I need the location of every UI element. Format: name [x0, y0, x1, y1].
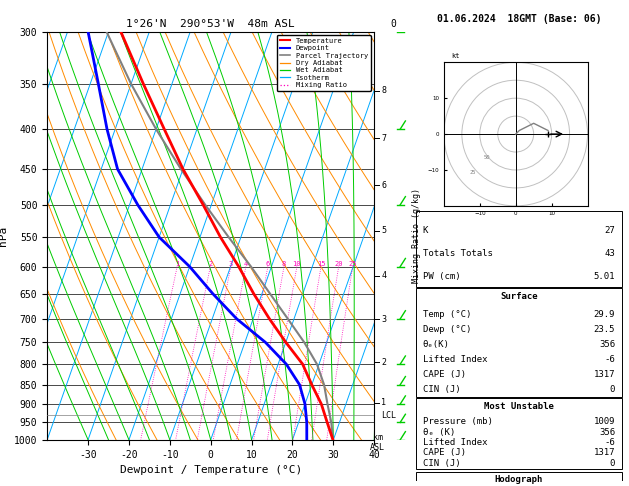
Text: Totals Totals: Totals Totals: [423, 249, 493, 258]
X-axis label: Dewpoint / Temperature (°C): Dewpoint / Temperature (°C): [120, 465, 302, 475]
Text: LCL: LCL: [381, 411, 396, 420]
Text: km
ASL: km ASL: [370, 433, 385, 452]
Text: 29.9: 29.9: [594, 310, 615, 319]
Text: 1: 1: [175, 260, 179, 267]
Text: Dewp (°C): Dewp (°C): [423, 325, 471, 334]
Text: Most Unstable: Most Unstable: [484, 402, 554, 411]
Text: 1: 1: [381, 398, 386, 407]
Text: 1009: 1009: [594, 417, 615, 426]
Text: kt: kt: [451, 53, 460, 59]
Text: Hodograph: Hodograph: [495, 475, 543, 485]
Y-axis label: hPa: hPa: [0, 226, 8, 246]
Text: CIN (J): CIN (J): [423, 385, 460, 394]
Text: 5: 5: [381, 226, 386, 235]
Legend: Temperature, Dewpoint, Parcel Trajectory, Dry Adiabat, Wet Adiabat, Isotherm, Mi: Temperature, Dewpoint, Parcel Trajectory…: [277, 35, 370, 91]
Text: CIN (J): CIN (J): [423, 459, 460, 468]
Text: 4: 4: [381, 271, 386, 280]
Text: 20: 20: [335, 260, 343, 267]
Text: 10: 10: [292, 260, 301, 267]
Text: 27: 27: [604, 226, 615, 235]
Text: θₑ (K): θₑ (K): [423, 428, 455, 436]
Text: 01.06.2024  18GMT (Base: 06): 01.06.2024 18GMT (Base: 06): [437, 15, 601, 24]
Text: 1317: 1317: [594, 448, 615, 457]
Text: Pressure (mb): Pressure (mb): [423, 417, 493, 426]
Text: 15: 15: [317, 260, 325, 267]
Text: -6: -6: [604, 355, 615, 364]
Text: -6: -6: [604, 438, 615, 447]
Text: 0: 0: [610, 459, 615, 468]
Bar: [416, 210, 621, 287]
Text: 3: 3: [381, 315, 386, 324]
Text: 7: 7: [381, 134, 386, 143]
Text: Mixing Ratio (g/kg): Mixing Ratio (g/kg): [412, 188, 421, 283]
Text: 1317: 1317: [594, 370, 615, 379]
Text: 0: 0: [610, 385, 615, 394]
Text: K: K: [423, 226, 428, 235]
Text: 2: 2: [381, 358, 386, 366]
Text: 6: 6: [381, 181, 386, 190]
Text: Surface: Surface: [500, 292, 538, 301]
Text: 43: 43: [604, 249, 615, 258]
Text: 0: 0: [391, 19, 396, 29]
Text: θₑ(K): θₑ(K): [423, 340, 450, 349]
Text: 6: 6: [265, 260, 270, 267]
Text: 356: 356: [599, 428, 615, 436]
Title: 1°26'N  290°53'W  48m ASL: 1°26'N 290°53'W 48m ASL: [126, 19, 295, 30]
Text: 50: 50: [484, 155, 490, 160]
Text: CAPE (J): CAPE (J): [423, 448, 465, 457]
Text: 356: 356: [599, 340, 615, 349]
Bar: [416, 399, 621, 469]
Text: 8: 8: [282, 260, 286, 267]
Text: 25: 25: [348, 260, 357, 267]
Text: PW (cm): PW (cm): [423, 272, 460, 281]
Text: Lifted Index: Lifted Index: [423, 355, 487, 364]
Text: Lifted Index: Lifted Index: [423, 438, 487, 447]
Text: 3: 3: [229, 260, 233, 267]
Text: 5.01: 5.01: [594, 272, 615, 281]
Text: 23.5: 23.5: [594, 325, 615, 334]
Text: 4: 4: [243, 260, 248, 267]
Text: Temp (°C): Temp (°C): [423, 310, 471, 319]
Bar: [416, 288, 621, 398]
Bar: [416, 471, 621, 486]
Text: CAPE (J): CAPE (J): [423, 370, 465, 379]
Text: 2: 2: [208, 260, 213, 267]
Text: 25: 25: [469, 170, 476, 174]
Text: 8: 8: [381, 86, 386, 95]
